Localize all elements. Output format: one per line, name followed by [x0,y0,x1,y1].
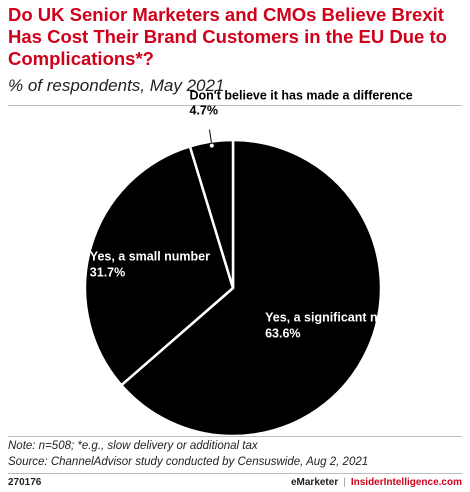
label-small-value: 31.7% [90,266,125,280]
chart-note: Note: n=508; *e.g., slow delivery or add… [8,440,258,452]
leader-dot-no-difference [209,143,214,148]
bottom-divider [8,436,462,437]
top-divider [8,105,462,106]
label-significant-value: 63.6% [265,327,300,341]
slice-significant [120,138,383,438]
footer-divider [8,473,462,474]
chart-source: Source: ChannelAdvisor study conducted b… [8,456,369,468]
brand-separator: | [343,477,346,488]
chart-id: 270176 [8,477,42,488]
brand-footer: eMarketer | InsiderIntelligence.com [291,477,462,488]
brand-site: InsiderIntelligence.com [350,477,462,488]
slice-small [83,145,235,387]
label-no-difference: Don't believe it has made a difference4.… [190,89,413,118]
chart-subtitle: % of respondents, May 2021 [8,76,225,95]
label-small-name: Yes, a small number [90,250,210,264]
label-no-difference-name: Don't believe it has made a difference [190,89,413,103]
label-small: Yes, a small number 31.7% [90,250,210,280]
label-no-difference-value: 4.7% [190,104,219,118]
label-significant-name: Yes, a significant number [265,311,416,325]
label-significant: Yes, a significant number 63.6% [265,311,416,341]
brand-name: eMarketer [290,477,339,488]
leader-line-no-difference [209,129,213,146]
chart-title: Do UK Senior Marketers and CMOs Believe … [8,4,447,69]
